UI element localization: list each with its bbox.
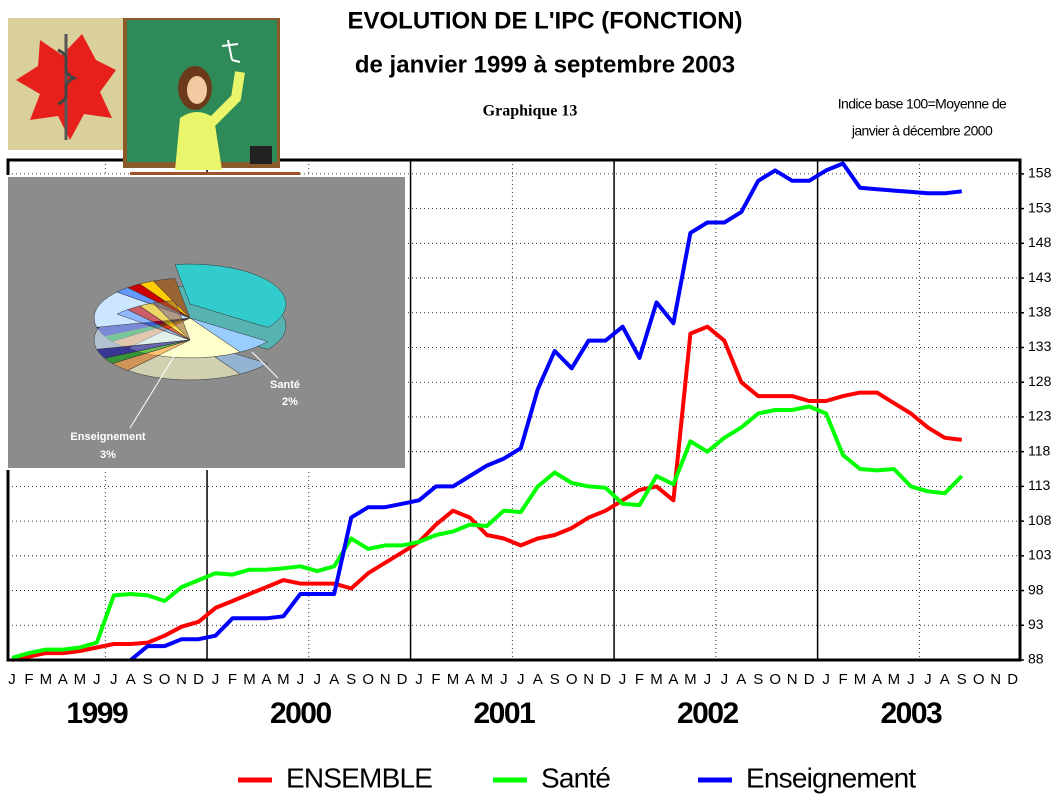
inset-pie: Santé 2% Enseignement 3%	[7, 176, 406, 469]
y-tick-label: 133	[1028, 338, 1052, 354]
y-tick-label: 113	[1028, 477, 1051, 493]
x-tick-label: N	[176, 671, 187, 688]
y-tick-label: 138	[1028, 303, 1052, 319]
x-tick-label: J	[8, 671, 16, 688]
x-tick-label: M	[447, 671, 460, 688]
x-tick-label: O	[769, 671, 781, 688]
year-label: 2001	[473, 697, 535, 730]
x-tick-label: A	[940, 671, 950, 688]
x-tick-label: M	[277, 671, 290, 688]
x-tick-label: A	[872, 671, 882, 688]
x-tick-label: N	[583, 671, 594, 688]
x-tick-label: S	[753, 671, 763, 688]
x-tick-label: N	[990, 671, 1001, 688]
y-tick-label: 118	[1028, 442, 1051, 458]
x-tick-label: J	[822, 671, 830, 688]
y-tick-label: 108	[1028, 512, 1052, 528]
year-label: 2003	[881, 697, 943, 730]
x-tick-label: J	[907, 671, 915, 688]
year-label: 2000	[270, 697, 332, 730]
x-tick-label: J	[721, 671, 729, 688]
chart: EVOLUTION DE L'IPC (FONCTION) de janvier…	[0, 0, 1057, 801]
x-tick-label: S	[346, 671, 356, 688]
x-tick-label: S	[957, 671, 967, 688]
x-tick-label: A	[126, 671, 136, 688]
x-tick-label: J	[704, 671, 712, 688]
inset-label: Enseignement	[70, 431, 146, 443]
x-tick-label: D	[804, 671, 815, 688]
x-tick-label: A	[465, 671, 475, 688]
graph-label: Graphique 13	[483, 103, 578, 120]
x-tick-label: O	[159, 671, 171, 688]
x-tick-label: S	[143, 671, 153, 688]
x-tick-label: A	[533, 671, 543, 688]
x-tick-label: F	[431, 671, 440, 688]
note-line: janvier à décembre 2000	[851, 123, 993, 139]
legend-label: Enseignement	[746, 762, 916, 793]
y-tick-label: 143	[1028, 269, 1052, 285]
year-label: 1999	[66, 697, 128, 730]
x-tick-label: A	[261, 671, 271, 688]
x-tick-label: M	[684, 671, 697, 688]
x-tick-label: F	[838, 671, 847, 688]
y-tick-label: 98	[1028, 581, 1044, 597]
x-tick-label: F	[24, 671, 33, 688]
x-tick-label: A	[736, 671, 746, 688]
x-tick-label: F	[228, 671, 237, 688]
x-tick-label: M	[481, 671, 494, 688]
x-tick-label: D	[1007, 671, 1018, 688]
x-tick-label: J	[619, 671, 627, 688]
x-tick-label: D	[600, 671, 611, 688]
legend-label: ENSEMBLE	[286, 762, 432, 793]
x-tick-label: A	[329, 671, 339, 688]
x-tick-label: M	[650, 671, 663, 688]
x-tick-label: F	[635, 671, 644, 688]
x-tick-label: M	[888, 671, 901, 688]
health-logo	[8, 18, 123, 150]
note-line: Indice base 100=Moyenne de	[838, 96, 1007, 112]
page: {"chart_data": { "type": "line", "title"…	[0, 0, 1057, 801]
y-tick-label: 153	[1028, 199, 1052, 215]
y-tick-label: 158	[1028, 165, 1052, 181]
x-tick-label: D	[397, 671, 408, 688]
x-tick-label: J	[415, 671, 423, 688]
x-tick-label: O	[362, 671, 374, 688]
inset-value-label: 2%	[282, 396, 298, 408]
inset-label: Santé	[270, 379, 300, 391]
chart-title: EVOLUTION DE L'IPC (FONCTION)	[347, 7, 742, 34]
x-tick-label: J	[500, 671, 508, 688]
y-tick-label: 103	[1028, 547, 1052, 563]
x-tick-label: O	[566, 671, 578, 688]
x-tick-label: N	[787, 671, 798, 688]
x-tick-label: O	[973, 671, 985, 688]
x-tick-label: J	[212, 671, 220, 688]
x-tick-label: N	[380, 671, 391, 688]
year-label: 2002	[677, 697, 739, 730]
x-tick-label: A	[58, 671, 68, 688]
chart-subtitle: de janvier 1999 à septembre 2003	[355, 51, 735, 78]
x-tick-label: J	[924, 671, 932, 688]
y-tick-label: 123	[1028, 408, 1052, 424]
x-tick-label: M	[243, 671, 256, 688]
x-tick-label: A	[668, 671, 678, 688]
legend: ENSEMBLE Santé Enseignement	[238, 762, 916, 793]
y-tick-label: 88	[1028, 651, 1044, 667]
x-tick-label: M	[854, 671, 867, 688]
x-tick-label: J	[517, 671, 525, 688]
x-tick-label: J	[110, 671, 118, 688]
x-tick-label: J	[93, 671, 101, 688]
y-tick-label: 128	[1028, 373, 1052, 389]
x-tick-label: J	[314, 671, 322, 688]
y-tick-label: 93	[1028, 616, 1044, 632]
x-tick-label: M	[74, 671, 87, 688]
x-tick-label: M	[40, 671, 53, 688]
y-tick-label: 148	[1028, 234, 1052, 250]
inset-value-label: 3%	[100, 449, 116, 461]
x-tick-label: S	[550, 671, 560, 688]
x-tick-label: D	[193, 671, 204, 688]
legend-label: Santé	[541, 762, 610, 793]
x-tick-label: J	[297, 671, 305, 688]
